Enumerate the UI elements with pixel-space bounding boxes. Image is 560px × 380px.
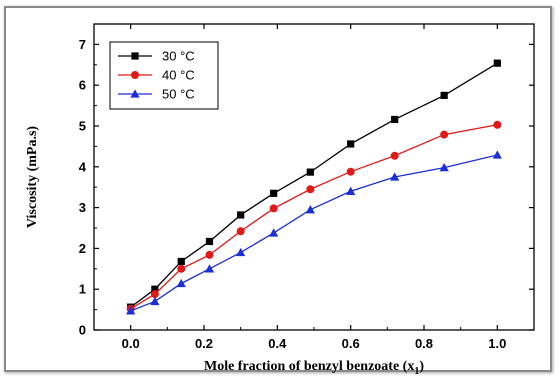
legend-marker [131,71,139,79]
data-point [270,189,278,197]
y-tick-label: 0 [79,323,86,338]
data-point [150,290,159,299]
y-tick-label: 2 [79,241,86,256]
legend-marker [130,89,140,98]
x-axis: 0.0 0.2 0.4 0.6 0.8 1.0 [93,24,535,351]
x-tick-label: 0.8 [415,336,433,351]
data-point [306,185,315,194]
legend: 30 °C 40 °C 50 °C [109,41,219,110]
y-tick-label: 1 [79,282,86,297]
series-circle [126,120,502,313]
legend-item: 40 °C [118,68,195,83]
data-point [237,211,245,219]
legend-label: 40 °C [162,68,195,83]
x-tick-label: 1.0 [488,336,506,351]
data-point [305,205,315,214]
x-axis-title: Mole fraction of benzyl benzoate (x1) [204,359,424,377]
legend-label: 30 °C [162,49,195,64]
x-tick-label: 0.2 [195,336,213,351]
data-point [346,186,356,195]
data-point [205,237,214,246]
data-point [204,264,215,273]
data-point [269,228,279,237]
x-tick-label: 0.4 [268,336,287,351]
data-point [306,168,314,176]
data-point [176,278,186,288]
data-point [493,120,502,129]
x-tick-label: 0.6 [342,336,360,351]
legend-item: 50 °C [118,87,195,102]
y-axis-title: Viscosity (mPa.s) [25,126,40,228]
y-tick-label: 3 [79,200,86,215]
data-point [347,140,355,148]
series-layer [126,59,502,315]
series-square [127,59,501,311]
y-tick-label: 6 [79,78,86,93]
data-point [126,306,136,315]
data-point [440,91,448,99]
data-point [390,172,400,181]
x-tick-label: 0.0 [122,336,140,351]
data-point [439,163,449,172]
data-point [236,227,245,236]
data-point [150,296,160,306]
data-point [205,250,214,259]
series-triangle [126,150,502,315]
data-point [269,204,278,213]
y-tick-label: 5 [79,119,86,134]
series-line [130,154,498,312]
data-point [492,150,502,159]
data-point [177,257,185,266]
y-axis: 0 1 2 3 4 5 6 7 [79,37,534,338]
data-point [493,59,501,67]
y-tick-label: 7 [79,37,86,52]
data-point [177,264,186,273]
legend-label: 50 °C [162,87,195,102]
data-point [391,115,399,124]
legend-item: 30 °C [118,49,195,64]
legend-marker [131,52,139,60]
data-point [390,151,399,160]
y-tick-label: 4 [79,159,87,174]
data-point [440,130,449,139]
data-point [236,247,246,257]
data-point [151,285,159,293]
data-point [346,167,355,176]
chart-frame [4,6,552,372]
